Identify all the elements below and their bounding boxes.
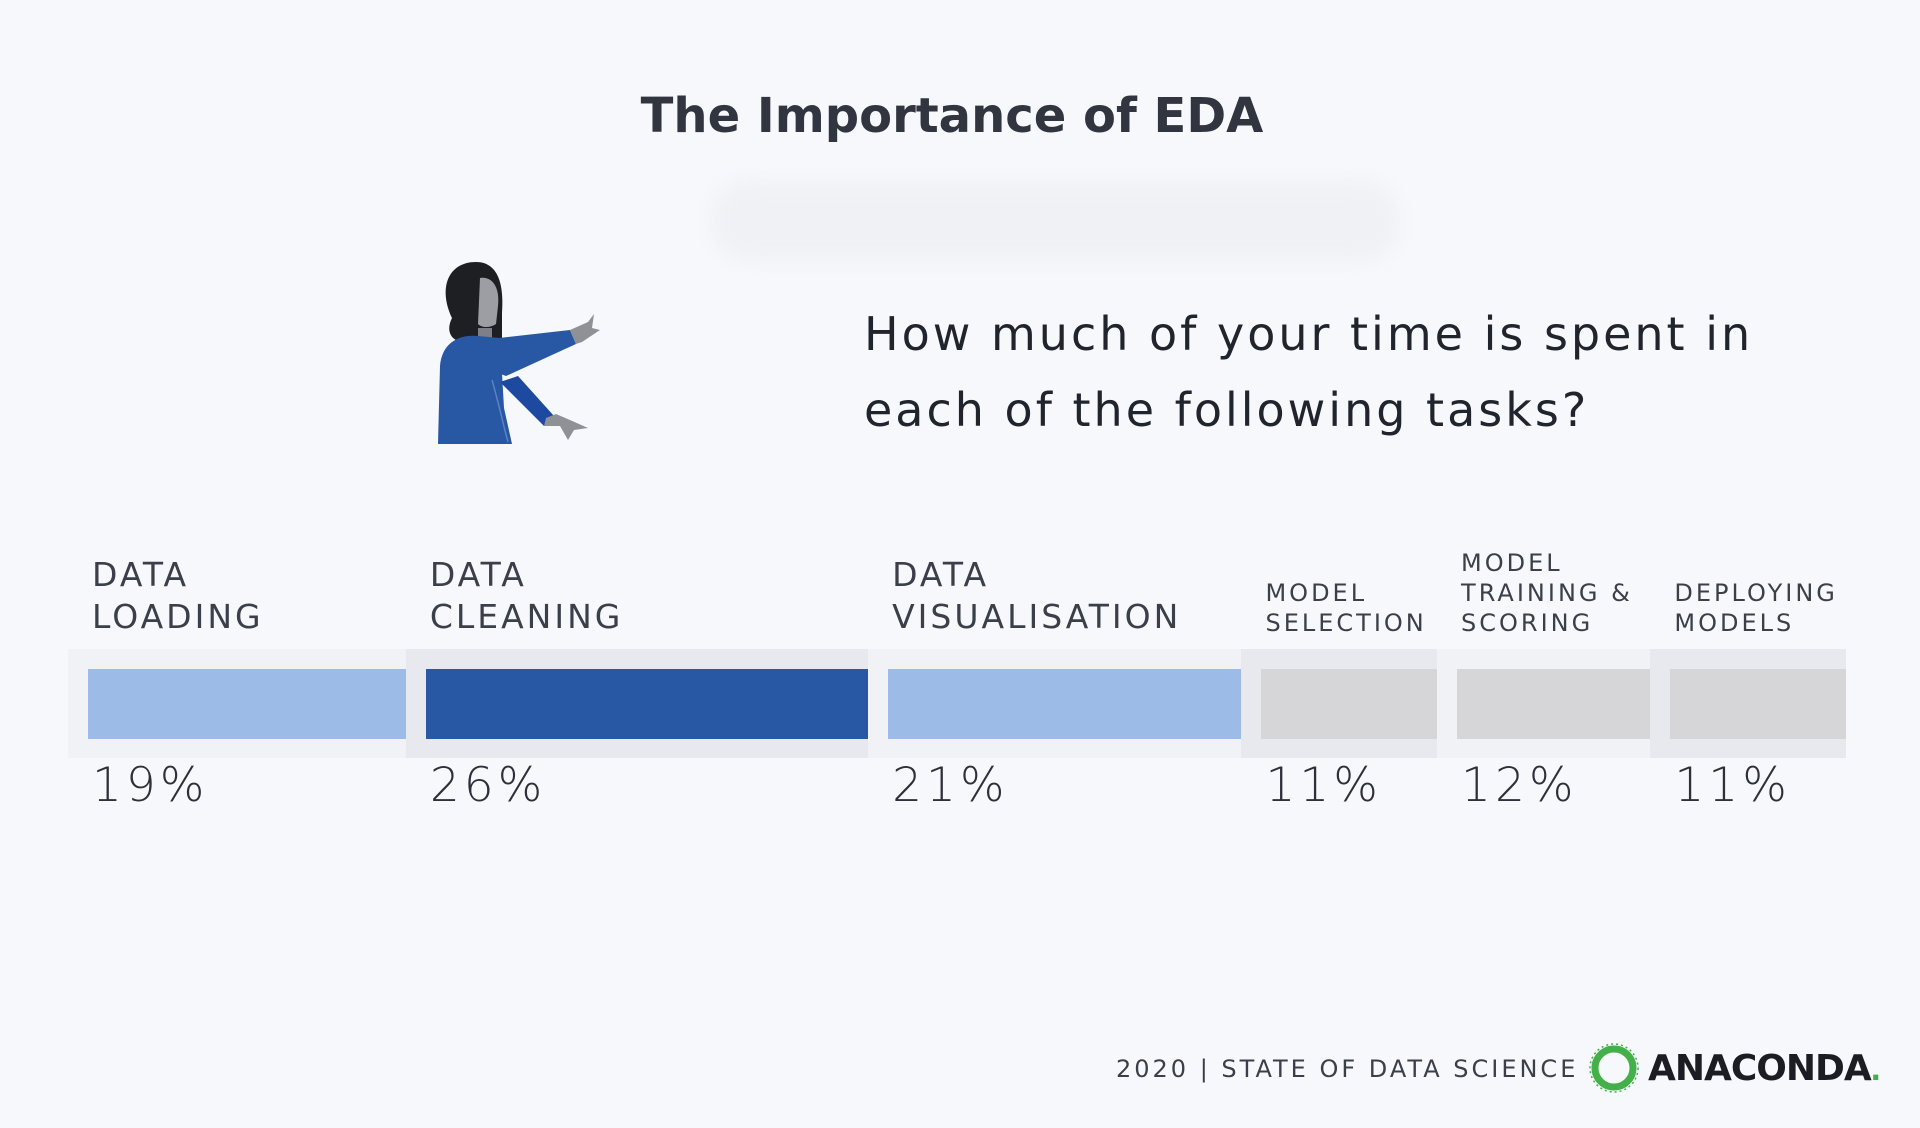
value-label: 12% xyxy=(1461,758,1578,813)
bar xyxy=(888,669,1242,739)
value-label: 11% xyxy=(1265,758,1382,813)
anaconda-brand: ANACONDA. xyxy=(1588,1042,1881,1094)
page-title: The Importance of EDA xyxy=(640,88,1264,144)
category-label: DATA CLEANING xyxy=(429,555,624,636)
bar xyxy=(88,669,406,739)
survey-question: How much of your time is spent in each o… xyxy=(864,296,1864,448)
question-line-1: How much of your time is spent in xyxy=(864,307,1754,361)
value-label: 19% xyxy=(92,758,209,813)
bar xyxy=(1670,669,1846,739)
category-label: DATA VISUALISATION xyxy=(892,555,1182,636)
category-label: MODEL SELECTION xyxy=(1265,579,1427,637)
value-label: 11% xyxy=(1674,758,1791,813)
category-label: DEPLOYING MODELS xyxy=(1674,579,1838,637)
bar xyxy=(1261,669,1438,739)
blurred-subtitle-band xyxy=(710,180,1400,262)
bar xyxy=(425,669,869,739)
brand-name: ANACONDA xyxy=(1648,1047,1872,1089)
anaconda-logo-icon xyxy=(1589,1043,1639,1093)
woman-pointing-icon xyxy=(438,262,600,444)
category-label: DATA LOADING xyxy=(92,555,264,636)
brand-dot: . xyxy=(1870,1047,1881,1088)
value-label: 21% xyxy=(892,758,1009,813)
bar xyxy=(1457,669,1651,739)
stacked-bar-chart: DATA LOADING 19% DATA CLEANING 26% DATA VISU… xyxy=(68,530,1846,830)
value-label: 26% xyxy=(429,758,547,813)
footer-caption: 2020 | STATE OF DATA SCIENCE xyxy=(1116,1055,1579,1083)
category-label: MODEL TRAINING & SCORING xyxy=(1461,549,1633,637)
question-line-2: each of the following tasks? xyxy=(864,383,1590,437)
